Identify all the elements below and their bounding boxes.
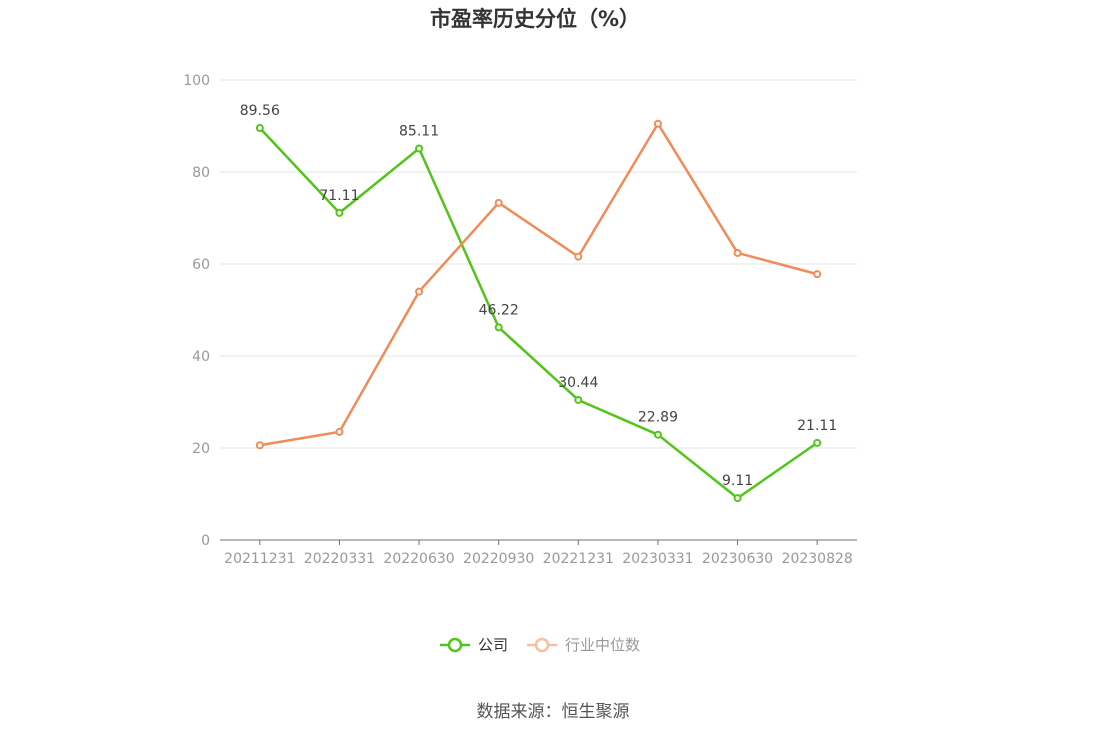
series-1 xyxy=(255,119,822,450)
data-point[interactable] xyxy=(733,248,742,257)
data-point[interactable] xyxy=(653,430,662,439)
series-group: 89.56 71.11 85.11 46.22 30.44 22.89 9.11 21.11 xyxy=(240,103,837,503)
data-source: 数据来源：恒生聚源 xyxy=(477,702,630,722)
y-tick-label: 60 xyxy=(192,257,210,273)
data-point[interactable] xyxy=(574,252,583,261)
data-point[interactable] xyxy=(813,438,822,447)
data-point[interactable] xyxy=(733,494,742,503)
data-point[interactable] xyxy=(255,124,264,133)
data-label: 85.11 xyxy=(399,123,439,139)
data-point[interactable] xyxy=(415,144,424,153)
x-tick-label: 20220930 xyxy=(463,551,534,567)
x-tick-label: 20211231 xyxy=(224,551,295,567)
data-label: 22.89 xyxy=(638,410,678,426)
chart-title: 市盈率历史分位（%） xyxy=(430,7,640,31)
legend-label: 行业中位数 xyxy=(565,636,640,654)
grid-lines xyxy=(220,79,857,449)
data-label: 9.11 xyxy=(722,473,753,489)
series-line xyxy=(259,122,818,447)
x-tick-label: 20220331 xyxy=(304,551,375,567)
data-point[interactable] xyxy=(494,323,503,332)
data-point[interactable] xyxy=(494,198,503,207)
y-tick-label: 20 xyxy=(192,441,210,457)
legend-marker-icon xyxy=(447,637,463,653)
series-0 xyxy=(255,124,822,503)
data-label: 71.11 xyxy=(319,188,359,204)
data-point[interactable] xyxy=(415,287,424,296)
x-axis: 20211231 20220331 20220630 20220930 20221231… xyxy=(220,539,857,567)
legend-item-0[interactable]: 公司 xyxy=(440,636,508,654)
data-point[interactable] xyxy=(255,441,264,450)
data-point[interactable] xyxy=(574,395,583,404)
legend-label: 公司 xyxy=(478,636,508,654)
data-label: 46.22 xyxy=(479,302,519,318)
legend-item-1[interactable]: 行业中位数 xyxy=(527,636,640,654)
data-point[interactable] xyxy=(335,427,344,436)
x-tick-label: 20230630 xyxy=(702,551,773,567)
data-point[interactable] xyxy=(653,119,662,128)
data-point[interactable] xyxy=(335,208,344,217)
x-tick-label: 20221231 xyxy=(543,551,614,567)
y-axis: 0 20 40 60 80 100 xyxy=(183,73,210,549)
data-label: 21.11 xyxy=(797,418,837,434)
data-point[interactable] xyxy=(813,270,822,279)
x-tick-label: 20230828 xyxy=(782,551,853,567)
y-tick-label: 100 xyxy=(183,73,210,89)
x-tick-label: 20220630 xyxy=(383,551,454,567)
y-tick-label: 80 xyxy=(192,165,210,181)
x-tick-label: 20230331 xyxy=(622,551,693,567)
data-label: 30.44 xyxy=(558,375,598,391)
legend-marker-icon xyxy=(534,637,550,653)
y-tick-label: 0 xyxy=(201,533,210,549)
y-tick-label: 40 xyxy=(192,349,210,365)
legend[interactable]: 公司 行业中位数 xyxy=(440,636,640,654)
series-line xyxy=(258,127,818,500)
data-label: 89.56 xyxy=(240,103,280,119)
